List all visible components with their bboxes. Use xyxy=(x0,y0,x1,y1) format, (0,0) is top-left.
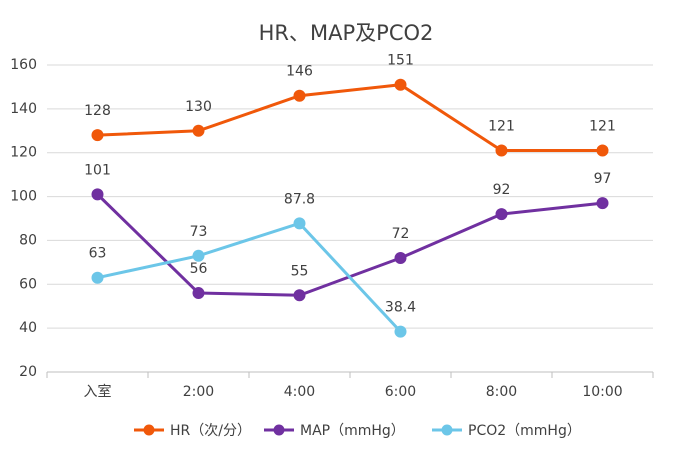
series-line xyxy=(97,83,603,153)
data-label: 151 xyxy=(387,53,414,69)
data-point xyxy=(394,251,407,264)
data-label: 121 xyxy=(488,119,515,135)
x-tick-label: 6:00 xyxy=(385,384,416,400)
data-point xyxy=(394,325,407,338)
y-tick-label: 120 xyxy=(10,145,37,161)
data-point xyxy=(91,129,104,142)
data-label: 130 xyxy=(185,99,212,115)
data-point xyxy=(596,197,609,210)
data-point xyxy=(293,289,306,302)
y-tick-label: 20 xyxy=(19,364,37,380)
data-label: 87.8 xyxy=(284,191,315,207)
series-line xyxy=(97,221,402,333)
data-label: 73 xyxy=(190,224,208,240)
data-point xyxy=(91,271,104,284)
data-point xyxy=(596,144,609,157)
y-tick-label: 60 xyxy=(19,276,37,292)
data-label: 146 xyxy=(286,64,313,80)
data-label: 72 xyxy=(392,226,410,242)
data-label: 128 xyxy=(84,103,111,119)
series-line xyxy=(96,193,603,297)
data-label: 121 xyxy=(589,119,616,135)
data-point xyxy=(192,249,205,262)
data-label: 63 xyxy=(89,246,107,262)
data-label: 56 xyxy=(190,261,208,277)
data-point xyxy=(91,188,104,201)
y-tick-label: 80 xyxy=(19,232,37,248)
data-point xyxy=(293,89,306,102)
x-tick-label: 8:00 xyxy=(486,384,517,400)
y-tick-label: 100 xyxy=(10,189,37,205)
legend-marker xyxy=(441,424,453,436)
x-tick-label: 入室 xyxy=(84,383,112,400)
y-tick-label: 40 xyxy=(19,320,37,336)
legend-label: HR（次/分） xyxy=(170,423,251,439)
y-tick-label: 160 xyxy=(10,57,37,73)
data-label: 55 xyxy=(291,263,309,279)
x-tick-label: 4:00 xyxy=(284,384,315,400)
data-label: 97 xyxy=(594,171,612,187)
data-point xyxy=(293,217,306,230)
data-label: 38.4 xyxy=(385,300,416,316)
data-label: 101 xyxy=(84,162,111,178)
data-label: 92 xyxy=(493,182,511,198)
x-tick-label: 10:00 xyxy=(582,384,622,400)
data-point xyxy=(495,208,508,221)
chart-title: HR、MAP及PCO2 xyxy=(259,21,434,45)
y-tick-label: 140 xyxy=(10,101,37,117)
data-point xyxy=(192,124,205,137)
data-point xyxy=(394,78,407,91)
legend-marker xyxy=(143,424,155,436)
x-tick-label: 2:00 xyxy=(183,384,214,400)
data-point xyxy=(495,144,508,157)
data-point xyxy=(192,287,205,300)
legend-marker xyxy=(273,424,285,436)
legend-label: MAP（mmHg） xyxy=(300,423,405,439)
legend-label: PCO2（mmHg） xyxy=(468,423,581,439)
